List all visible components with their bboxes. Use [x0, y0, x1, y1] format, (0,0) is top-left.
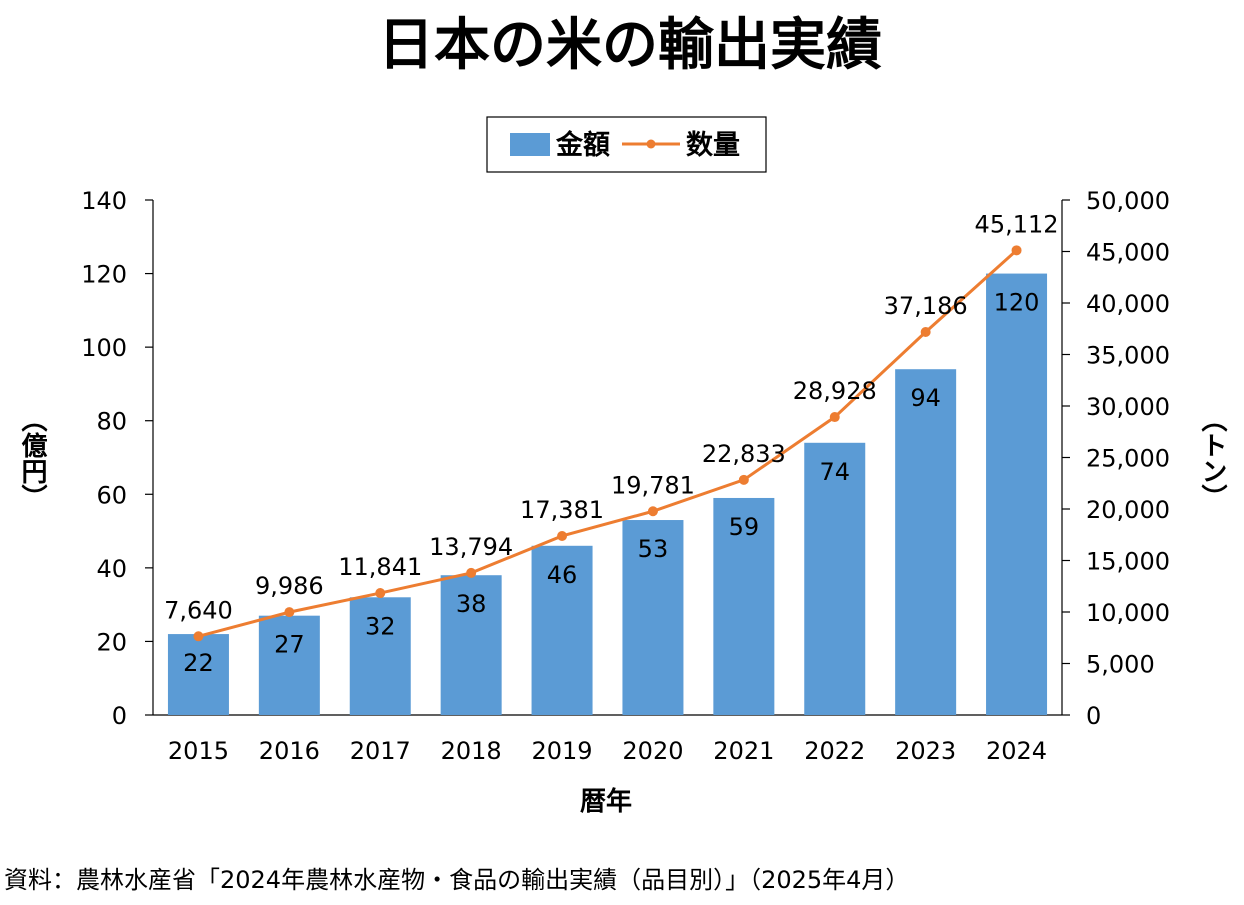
bar-value-label: 22 [183, 649, 214, 677]
bar-amount [167, 634, 229, 715]
x-axis-title: 暦年 [580, 786, 632, 817]
line-point-quantity [920, 326, 931, 337]
y-tick-label-right: 45,000 [1086, 239, 1170, 267]
line-value-label: 13,794 [429, 533, 513, 561]
line-value-label: 45,112 [975, 210, 1059, 238]
bar-value-label: 46 [547, 561, 578, 589]
axes: 0 20 40 60 80 100 120 140 0 5,000 10,000 15,000 20,0… [81, 187, 1170, 765]
legend-marker-quantity [646, 139, 656, 149]
bar-value-label: 38 [456, 590, 487, 618]
bar-amount [349, 597, 411, 715]
line-value-label: 11,841 [338, 553, 422, 581]
y-tick-label-left: 20 [96, 628, 127, 656]
legend-swatch-amount [510, 133, 550, 156]
bar-value-label: 120 [994, 289, 1040, 317]
y-tick-label-left: 0 [112, 702, 127, 730]
line-value-label: 19,781 [611, 471, 695, 499]
bar-amount [531, 545, 593, 715]
line-value-label: 9,986 [255, 572, 324, 600]
y-tick-label-left: 40 [96, 555, 127, 583]
y-tick-label-left: 120 [81, 261, 127, 289]
line-value-label: 17,381 [520, 496, 604, 524]
line-quantity [198, 249, 1018, 638]
bar-amount [713, 497, 775, 715]
y-tick-label-left: 80 [96, 408, 127, 436]
x-tick-label: 2023 [895, 737, 956, 765]
line-point-quantity [738, 474, 749, 485]
x-tick-label: 2017 [350, 737, 411, 765]
bar-amount [986, 273, 1048, 715]
x-tick-label: 2024 [986, 737, 1047, 765]
line-point-quantity [466, 567, 477, 578]
legend: 金額 数量 [486, 116, 767, 173]
y-tick-label-right: 30,000 [1086, 393, 1170, 421]
bar-amount [804, 442, 866, 715]
x-tick-label: 2016 [259, 737, 320, 765]
y-tick-label-right: 25,000 [1086, 445, 1170, 473]
y-axis-right-title: （トン） [1197, 406, 1227, 510]
line-value-label: 22,833 [702, 440, 786, 468]
x-tick-label: 2019 [532, 737, 593, 765]
bar-value-label: 74 [819, 458, 850, 486]
y-axis-left-title: （億円） [17, 406, 47, 510]
bar-value-label: 59 [729, 513, 760, 541]
y-tick-label-right: 0 [1086, 702, 1101, 730]
y-tick-label-right: 40,000 [1086, 290, 1170, 318]
x-tick-label: 2018 [441, 737, 502, 765]
x-tick-label: 2022 [804, 737, 865, 765]
bar-value-label: 27 [274, 631, 305, 659]
bar-amount [895, 369, 957, 715]
y-tick-label-left: 100 [81, 334, 127, 362]
x-tick-label: 2021 [713, 737, 774, 765]
y-tick-label-right: 15,000 [1086, 548, 1170, 576]
y-tick-label-right: 35,000 [1086, 342, 1170, 370]
line-point-quantity [284, 607, 295, 618]
x-tick-label: 2015 [168, 737, 229, 765]
line-point-quantity [193, 631, 204, 642]
bar-amount [622, 520, 684, 715]
line-value-label: 28,928 [793, 377, 877, 405]
bar-value-label: 32 [365, 612, 396, 640]
data-labels: 22 27 32 38 46 53 59 74 94 120 7,640 9,986 11,84113,… [164, 210, 1058, 677]
y-tick-label-right: 50,000 [1086, 187, 1170, 215]
bar-amount [440, 575, 502, 715]
line-point-quantity [1011, 245, 1022, 256]
x-tick-label: 2020 [622, 737, 683, 765]
bar-amount [258, 615, 320, 715]
y-tick-label-left: 140 [81, 187, 127, 215]
line-point-quantity [829, 412, 840, 423]
y-tick-label-left: 60 [96, 481, 127, 509]
line-value-label: 7,640 [164, 596, 233, 624]
bar-value-label: 53 [638, 535, 669, 563]
line-point-quantity [647, 506, 658, 517]
line-series [193, 245, 1022, 642]
line-point-quantity [557, 530, 568, 541]
chart-title: 日本の米の輸出実績 [378, 13, 882, 78]
line-point-quantity [375, 588, 386, 599]
legend-label-quantity: 数量 [686, 130, 740, 161]
y-tick-label-right: 5,000 [1086, 651, 1155, 679]
line-value-label: 37,186 [884, 292, 968, 320]
source-note: 資料：農林水産省「2024年農林水産物・食品の輸出実績（品目別）」（2025年4… [4, 866, 909, 894]
y-tick-label-right: 20,000 [1086, 496, 1170, 524]
bars [167, 273, 1048, 715]
legend-label-amount: 金額 [555, 129, 610, 161]
bar-value-label: 94 [910, 384, 941, 412]
y-tick-label-right: 10,000 [1086, 599, 1170, 627]
